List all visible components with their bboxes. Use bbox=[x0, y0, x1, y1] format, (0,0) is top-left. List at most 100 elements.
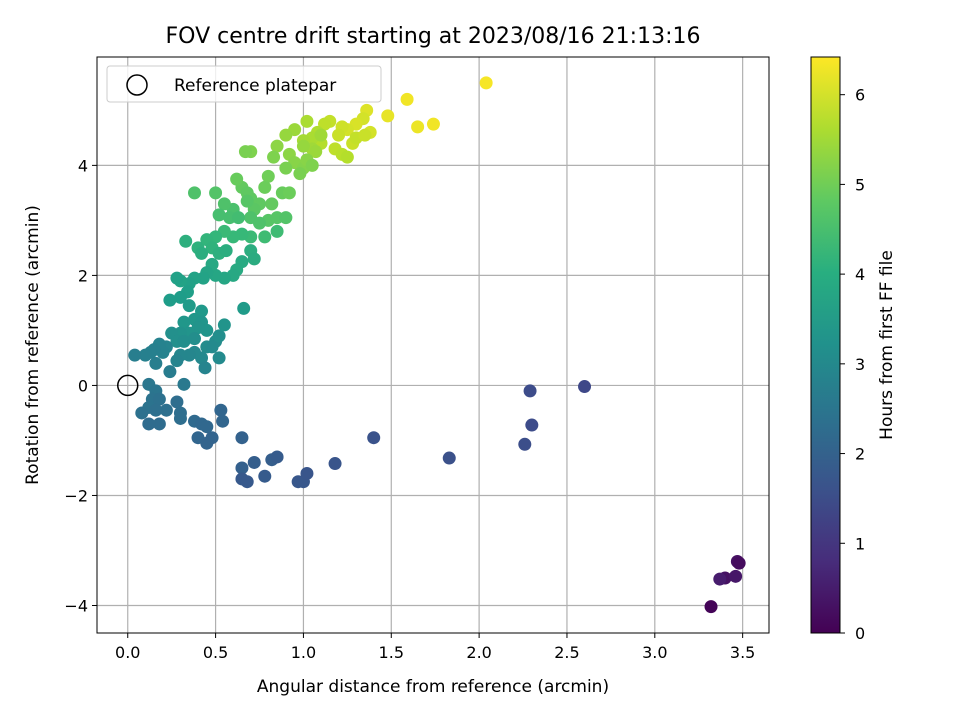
data-point bbox=[238, 145, 252, 159]
data-point bbox=[367, 431, 381, 445]
y-tick-label: 4 bbox=[78, 156, 88, 175]
data-point bbox=[219, 244, 233, 258]
data-point bbox=[170, 395, 184, 409]
data-point bbox=[258, 469, 272, 483]
y-tick-label: −2 bbox=[64, 486, 88, 505]
data-point bbox=[400, 92, 414, 106]
legend-marker-icon bbox=[126, 74, 148, 96]
data-point bbox=[704, 600, 718, 614]
y-tick-label: −4 bbox=[64, 596, 88, 615]
legend-label: Reference platepar bbox=[174, 76, 336, 96]
x-tick-label: 0.5 bbox=[203, 643, 228, 662]
data-point bbox=[152, 392, 166, 406]
y-axis-label: Rotation from reference (arcmin) bbox=[23, 205, 43, 485]
data-point bbox=[261, 169, 275, 183]
data-point bbox=[732, 556, 746, 570]
data-point bbox=[216, 414, 230, 428]
data-point bbox=[173, 290, 187, 304]
x-tick-label: 3.0 bbox=[642, 643, 667, 662]
data-point bbox=[300, 466, 314, 480]
colorbar-ticks: 0 1 2 3 4 5 6 bbox=[840, 86, 865, 643]
data-point bbox=[177, 377, 191, 391]
data-point bbox=[253, 216, 267, 230]
data-point bbox=[258, 180, 272, 194]
legend-box bbox=[106, 65, 382, 103]
data-point bbox=[247, 252, 261, 266]
colorbar-tick-label: 4 bbox=[855, 265, 865, 284]
data-point bbox=[170, 354, 184, 368]
grid-lines bbox=[97, 57, 769, 633]
data-point bbox=[265, 197, 279, 211]
data-point bbox=[381, 109, 395, 123]
data-point bbox=[411, 120, 425, 134]
x-tick-label: 2.0 bbox=[466, 643, 491, 662]
data-point bbox=[279, 211, 293, 225]
data-point bbox=[247, 455, 261, 469]
data-points bbox=[128, 76, 746, 614]
data-point bbox=[442, 451, 456, 465]
data-point bbox=[214, 403, 228, 417]
x-axis-label: Angular distance from reference (arcmin) bbox=[257, 677, 609, 697]
x-tick-label: 1.5 bbox=[379, 643, 404, 662]
chart-title: FOV centre drift starting at 2023/08/16 … bbox=[166, 24, 701, 49]
colorbar-tick-label: 5 bbox=[855, 175, 865, 194]
data-point bbox=[479, 76, 493, 90]
data-point bbox=[270, 450, 284, 464]
data-point bbox=[163, 293, 177, 307]
data-point bbox=[258, 230, 272, 244]
data-point bbox=[188, 332, 202, 346]
data-point bbox=[159, 403, 173, 417]
data-point bbox=[332, 128, 346, 142]
data-point bbox=[523, 384, 537, 398]
colorbar-tick-label: 1 bbox=[855, 534, 865, 553]
data-point bbox=[142, 417, 156, 431]
data-point bbox=[578, 380, 592, 394]
data-point bbox=[314, 128, 328, 142]
x-tick-label: 0.0 bbox=[115, 643, 140, 662]
data-point bbox=[426, 117, 440, 131]
data-point bbox=[237, 301, 251, 315]
data-point bbox=[173, 411, 187, 425]
x-tick-label: 2.5 bbox=[554, 643, 579, 662]
data-point bbox=[149, 403, 163, 417]
data-point bbox=[212, 351, 226, 365]
data-point bbox=[128, 348, 142, 362]
data-point bbox=[200, 420, 214, 434]
data-point bbox=[212, 329, 226, 343]
x-tick-label: 1.0 bbox=[291, 643, 316, 662]
data-point bbox=[163, 365, 177, 379]
data-point bbox=[217, 318, 231, 332]
data-point bbox=[518, 437, 532, 451]
data-point bbox=[340, 150, 354, 164]
data-point bbox=[270, 139, 284, 153]
data-point bbox=[328, 457, 342, 471]
data-point bbox=[230, 172, 244, 186]
data-point bbox=[309, 145, 323, 159]
data-point bbox=[235, 461, 249, 475]
x-axis-ticks: 0.0 0.5 1.0 1.5 2.0 2.5 3.0 3.5 bbox=[115, 633, 755, 662]
data-point bbox=[293, 167, 307, 181]
data-point bbox=[240, 475, 254, 489]
data-point bbox=[279, 161, 293, 175]
data-point bbox=[358, 128, 372, 142]
y-tick-label: 2 bbox=[78, 266, 88, 285]
y-tick-label: 0 bbox=[78, 376, 88, 395]
data-point bbox=[135, 406, 149, 420]
colorbar-tick-label: 6 bbox=[855, 86, 865, 105]
data-point bbox=[279, 128, 293, 142]
data-point bbox=[217, 197, 231, 211]
data-point bbox=[270, 224, 284, 238]
data-point bbox=[182, 299, 196, 313]
data-point bbox=[188, 186, 202, 200]
reference-point-marker bbox=[116, 374, 139, 397]
data-point bbox=[240, 194, 254, 208]
data-point bbox=[195, 246, 209, 260]
data-point bbox=[209, 186, 223, 200]
data-point bbox=[212, 208, 226, 222]
data-point bbox=[152, 417, 166, 431]
data-point bbox=[179, 234, 193, 248]
data-point bbox=[231, 211, 245, 225]
x-tick-label: 3.5 bbox=[730, 643, 755, 662]
data-point bbox=[177, 334, 191, 348]
